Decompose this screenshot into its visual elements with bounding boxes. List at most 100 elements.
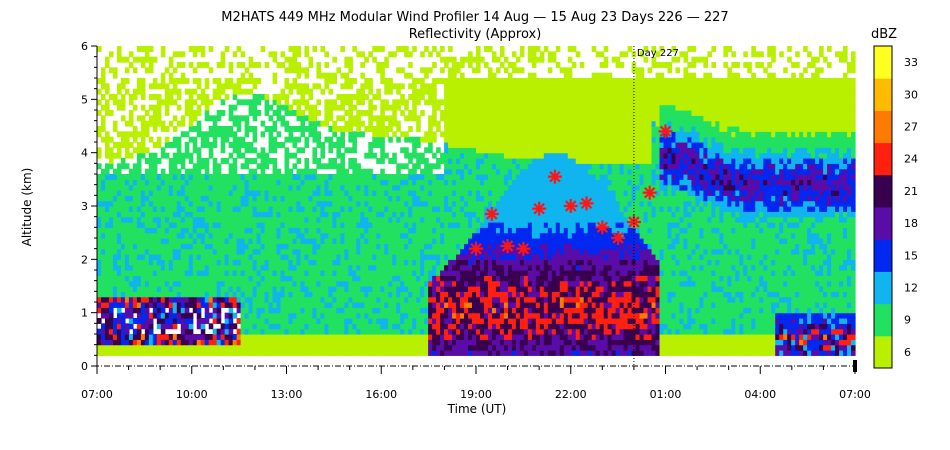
heatmap-cell: [216, 94, 222, 100]
heatmap-cell: [444, 163, 449, 170]
heatmap-cell: [340, 179, 345, 186]
heatmap-cell: [452, 131, 457, 138]
heatmap-cell: [184, 312, 190, 319]
heatmap-cell: [272, 286, 278, 292]
heatmap-cell: [196, 302, 202, 308]
heatmap-cell: [132, 302, 138, 308]
heatmap-cell: [216, 312, 222, 319]
heatmap-cell: [264, 339, 270, 346]
heatmap-cell: [204, 206, 210, 212]
heatmap-cell: [236, 78, 242, 84]
heatmap-cell: [428, 280, 433, 287]
heatmap-cell: [144, 56, 150, 63]
heatmap-cell: [468, 350, 473, 356]
heatmap-cell: [236, 62, 242, 68]
heatmap-cell: [188, 350, 194, 356]
heatmap-cell: [152, 158, 158, 164]
heatmap-cell: [136, 286, 142, 292]
heatmap-cell: [412, 328, 417, 335]
heatmap-cell: [256, 174, 262, 180]
heatmap-cell: [460, 72, 465, 79]
heatmap-cell: [120, 248, 126, 255]
heatmap-cell: [380, 248, 385, 255]
heatmap-cell: [100, 296, 106, 303]
heatmap-cell: [328, 270, 333, 276]
heatmap-cell: [416, 216, 421, 223]
heatmap-cell: [499, 211, 505, 218]
heatmap-cell: [140, 195, 146, 202]
heatmap-cell: [412, 104, 417, 111]
heatmap-cell: [360, 168, 365, 175]
heatmap-cell: [503, 179, 509, 186]
heatmap-cell: [396, 216, 401, 223]
heatmap-cell: [124, 302, 130, 308]
heatmap-cell: [264, 200, 270, 207]
heatmap-cell: [380, 195, 385, 202]
heatmap-cell: [120, 312, 126, 319]
heatmap-cell: [276, 99, 282, 106]
heatmap-cell: [144, 46, 150, 52]
heatmap-cell: [208, 142, 214, 148]
heatmap-cell: [404, 152, 409, 159]
heatmap-cell: [124, 248, 130, 255]
heatmap-cell: [228, 296, 234, 303]
heatmap-cell: [300, 312, 306, 319]
heatmap-cell: [380, 238, 385, 244]
heatmap-cell: [224, 200, 230, 207]
heatmap-cell: [332, 307, 337, 314]
heatmap-cell: [168, 78, 174, 84]
heatmap-cell: [404, 99, 409, 106]
heatmap-cell: [308, 179, 314, 186]
heatmap-cell: [156, 206, 162, 212]
heatmap-cell: [384, 328, 389, 335]
heatmap-cell: [212, 232, 218, 239]
heatmap-cell: [156, 248, 162, 255]
heatmap-cell: [368, 312, 373, 319]
heatmap-cell: [491, 104, 497, 111]
heatmap-cell: [452, 350, 457, 356]
heatmap-cell: [507, 259, 513, 266]
heatmap-cell: [499, 238, 505, 244]
heatmap-cell: [448, 174, 453, 180]
heatmap-cell: [268, 275, 274, 282]
heatmap-cell: [300, 179, 306, 186]
heatmap-cell: [256, 216, 262, 223]
heatmap-cell: [264, 318, 270, 324]
heatmap-cell: [460, 126, 465, 132]
heatmap-cell: [248, 200, 254, 207]
heatmap-cell: [428, 264, 433, 271]
heatmap-cell: [224, 291, 230, 298]
heatmap-cell: [456, 179, 461, 186]
heatmap-cell: [128, 184, 134, 191]
heatmap-cell: [192, 110, 198, 116]
heatmap-cell: [499, 222, 505, 228]
heatmap-cell: [320, 259, 325, 266]
heatmap-cell: [120, 179, 126, 186]
heatmap-cell: [216, 62, 222, 68]
heatmap-cell: [515, 110, 521, 116]
heatmap-cell: [507, 211, 513, 218]
heatmap-cell: [276, 350, 282, 356]
heatmap-cell: [507, 264, 513, 271]
heatmap-cell: [352, 334, 357, 340]
heatmap-cell: [483, 190, 489, 196]
heatmap-cell: [240, 190, 246, 196]
heatmap-cell: [440, 115, 445, 122]
heatmap-cell: [248, 88, 254, 95]
heatmap-cell: [464, 232, 469, 239]
heatmap-cell: [172, 238, 178, 244]
heatmap-cell: [487, 163, 493, 170]
heatmap-cell: [479, 158, 485, 164]
heatmap-cell: [440, 216, 445, 223]
heatmap-cell: [204, 227, 210, 234]
heatmap-cell: [308, 248, 314, 255]
heatmap-cell: [479, 302, 485, 308]
heatmap-cell: [476, 302, 481, 308]
heatmap-cell: [404, 200, 409, 207]
heatmap-cell: [368, 206, 373, 212]
heatmap-cell: [176, 318, 182, 324]
heatmap-cell: [400, 334, 405, 340]
heatmap-cell: [304, 83, 310, 90]
heatmap-cell: [436, 302, 441, 308]
heatmap-cell: [400, 254, 405, 260]
